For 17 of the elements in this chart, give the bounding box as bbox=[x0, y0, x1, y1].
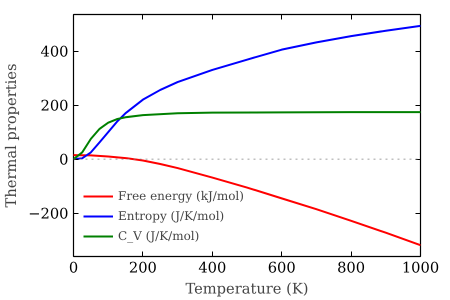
y-tick-label: 0 bbox=[59, 152, 69, 169]
line-series bbox=[74, 111, 420, 160]
x-axis-title: Temperature (K) bbox=[185, 280, 309, 298]
x-tick-label: 600 bbox=[268, 260, 296, 276]
x-tick-label: 1000 bbox=[402, 260, 440, 276]
y-axis-title: Thermal properties bbox=[3, 64, 20, 208]
x-tick-label: 200 bbox=[128, 260, 157, 276]
x-tick-label: 400 bbox=[198, 260, 226, 276]
y-tick-label: 400 bbox=[40, 44, 69, 61]
legend-label: Entropy (J/K/mol) bbox=[118, 209, 224, 223]
legend-label: C_V (J/K/mol) bbox=[118, 229, 200, 243]
legend-label: Free energy (kJ/mol) bbox=[118, 189, 244, 203]
y-tick-label: −200 bbox=[28, 206, 69, 223]
x-tick-label: 800 bbox=[337, 260, 366, 276]
y-tick-label: 200 bbox=[40, 98, 69, 115]
line-series bbox=[74, 154, 420, 246]
line-series bbox=[74, 24, 420, 160]
